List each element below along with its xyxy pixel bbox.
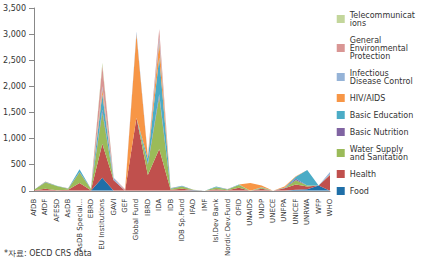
svg-text:0: 0: [21, 186, 26, 195]
svg-text:UNRWA: UNRWA: [303, 199, 311, 225]
svg-text:UNECE: UNECE: [269, 199, 277, 223]
svg-text:Global Fund: Global Fund: [132, 199, 140, 241]
svg-text:UNFPA: UNFPA: [280, 199, 288, 222]
svg-text:Health: Health: [350, 170, 376, 179]
svg-text:OFID: OFID: [235, 199, 243, 216]
svg-text:Telecommunicat: Telecommunicat: [349, 10, 415, 20]
svg-text:WHO: WHO: [326, 198, 334, 216]
svg-text:AsDB: AsDB: [64, 199, 72, 218]
svg-text:Protection: Protection: [350, 52, 390, 61]
svg-text:ions: ions: [350, 19, 366, 28]
svg-text:General: General: [349, 35, 384, 45]
svg-text:UNDP: UNDP: [258, 199, 266, 219]
svg-text:IFAD: IFAD: [189, 199, 197, 215]
svg-text:*자료: OECD CRS data: *자료: OECD CRS data: [4, 248, 92, 258]
svg-text:2,000: 2,000: [3, 82, 26, 91]
svg-text:Disease Control: Disease Control: [350, 77, 413, 86]
svg-text:HIV/AIDS: HIV/AIDS: [350, 94, 386, 103]
svg-text:Basic Education: Basic Education: [350, 111, 414, 120]
svg-text:Water Supply: Water Supply: [349, 144, 406, 154]
svg-text:GAVI: GAVI: [110, 199, 118, 216]
svg-text:Basic Nutrition: Basic Nutrition: [350, 128, 409, 137]
svg-text:IDB Sp.Fund: IDB Sp.Fund: [178, 199, 186, 242]
svg-text:AFESD: AFESD: [53, 199, 61, 222]
svg-text:IDA: IDA: [155, 199, 163, 211]
svg-text:UNICEF: UNICEF: [292, 199, 300, 225]
svg-text:IDB: IDB: [167, 199, 175, 211]
svg-text:WFP: WFP: [315, 199, 323, 214]
svg-text:EBRD: EBRD: [87, 199, 95, 218]
svg-text:1,500: 1,500: [3, 108, 26, 117]
svg-text:EU Institutions: EU Institutions: [98, 198, 106, 249]
svg-text:Isl.Dev Bank: Isl.Dev Bank: [212, 198, 220, 242]
svg-text:UNAIDS: UNAIDS: [246, 198, 254, 226]
svg-text:1,000: 1,000: [3, 134, 26, 143]
svg-text:3,500: 3,500: [3, 4, 26, 13]
svg-text:Environmental: Environmental: [349, 43, 411, 53]
svg-text:AfDB: AfDB: [30, 199, 38, 216]
svg-text:3,000: 3,000: [3, 30, 26, 39]
svg-text:Nordic Dev.Fund: Nordic Dev.Fund: [224, 199, 232, 256]
svg-text:Food: Food: [350, 187, 369, 196]
svg-text:IBRD: IBRD: [144, 199, 152, 216]
svg-text:and Sanitation: and Sanitation: [350, 153, 408, 162]
svg-text:AfDF: AfDF: [41, 199, 49, 215]
svg-text:IMF: IMF: [201, 199, 209, 211]
svg-text:Infectious: Infectious: [349, 68, 392, 78]
svg-text:500: 500: [11, 160, 26, 169]
svg-text:AsDB Special...: AsDB Special...: [76, 199, 84, 252]
svg-text:GEF: GEF: [121, 199, 129, 213]
svg-text:2,500: 2,500: [3, 56, 26, 65]
